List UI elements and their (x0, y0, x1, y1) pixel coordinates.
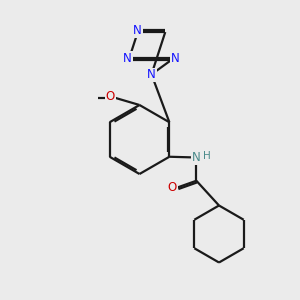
Text: H: H (203, 151, 211, 161)
Text: N: N (134, 24, 142, 37)
Text: O: O (168, 182, 177, 194)
Text: N: N (171, 52, 180, 65)
Text: N: N (147, 68, 156, 82)
Text: N: N (123, 52, 132, 65)
Text: N: N (192, 151, 200, 164)
Text: O: O (106, 89, 115, 103)
